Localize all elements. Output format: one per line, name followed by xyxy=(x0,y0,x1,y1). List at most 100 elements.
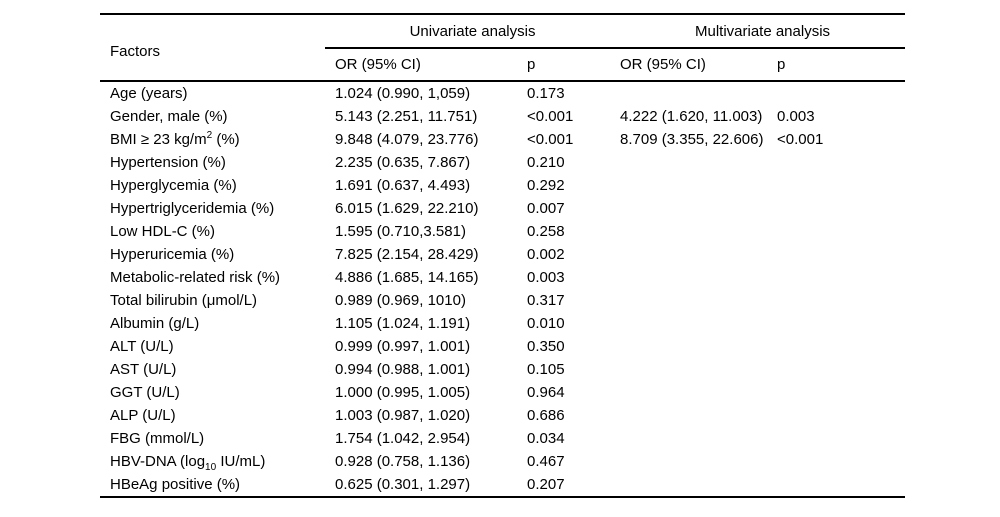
multivariate-p-cell xyxy=(767,427,905,450)
multivariate-or-cell xyxy=(610,243,767,266)
multivariate-p-cell xyxy=(767,151,905,174)
univariate-or-cell: 1.105 (1.024, 1.191) xyxy=(335,315,471,332)
univariate-p-cell: 0.210 xyxy=(527,154,565,171)
factor-cell: Albumin (g/L) xyxy=(110,315,200,332)
multivariate-or-cell xyxy=(610,427,767,450)
univariate-p-cell: 0.207 xyxy=(517,473,611,498)
univariate-p-cell: 0.686 xyxy=(527,407,565,424)
multivariate-or-cell xyxy=(610,289,767,312)
univariate-or-cell: 1.000 (0.995, 1.005) xyxy=(335,384,471,401)
table-row: Hyperglycemia (%) 1.691 (0.637, 4.493) 0… xyxy=(100,174,905,197)
factor-cell: Total bilirubin (μmol/L) xyxy=(110,292,258,309)
multivariate-or-cell xyxy=(610,381,767,404)
multivariate-or-cell xyxy=(610,473,768,498)
multivariate-p-cell xyxy=(767,404,905,427)
factor-cell: ALP (U/L) xyxy=(110,407,176,424)
univariate-or-cell: 1.691 (0.637, 4.493) xyxy=(335,177,471,194)
table-row: AST (U/L) 0.994 (0.988, 1.001) 0.105 xyxy=(100,358,905,381)
multivariate-or-cell xyxy=(610,220,767,243)
multivariate-p-cell xyxy=(767,473,906,498)
multivariate-p-header: p xyxy=(767,48,906,82)
multivariate-p-cell xyxy=(767,220,905,243)
multivariate-p-cell xyxy=(767,381,905,404)
univariate-p-cell: 0.105 xyxy=(527,361,565,378)
multivariate-p-cell xyxy=(767,197,905,220)
univariate-p-cell: 0.010 xyxy=(527,315,565,332)
table-row: BMI ≥ 23 kg/m2 (%) 9.848 (4.079, 23.776)… xyxy=(100,128,905,151)
multivariate-or-cell: 8.709 (3.355, 22.606) xyxy=(620,131,764,148)
multivariate-p-cell: <0.001 xyxy=(777,131,824,148)
factor-cell: ALT (U/L) xyxy=(110,338,174,355)
multivariate-p-cell: 0.003 xyxy=(777,108,815,125)
factor-cell: Hypertension (%) xyxy=(110,154,226,171)
multivariate-or-cell xyxy=(610,358,767,381)
univariate-p-cell: 0.467 xyxy=(527,453,565,470)
factor-cell: HBeAg positive (%) xyxy=(100,473,325,498)
table-body: Age (years) 1.024 (0.990, 1,059) 0.173 G… xyxy=(100,81,906,498)
factor-cell: Hyperglycemia (%) xyxy=(110,177,237,194)
factor-cell: Hypertriglyceridemia (%) xyxy=(110,200,275,217)
factor-cell: FBG (mmol/L) xyxy=(110,430,205,447)
table-row: Hyperuricemia (%) 7.825 (2.154, 28.429) … xyxy=(100,243,905,266)
multivariate-p-cell xyxy=(767,289,905,312)
multivariate-p-cell xyxy=(767,243,905,266)
univariate-p-cell: 0.350 xyxy=(527,338,565,355)
univariate-or-cell: 9.848 (4.079, 23.776) xyxy=(335,131,479,148)
table-row: HBeAg positive (%) 0.625 (0.301, 1.297) … xyxy=(100,473,906,498)
univariate-p-cell: <0.001 xyxy=(527,131,574,148)
multivariate-or-cell: 4.222 (1.620, 11.003) xyxy=(620,108,763,125)
multivariate-or-cell xyxy=(610,197,767,220)
factor-cell: Metabolic-related risk (%) xyxy=(110,269,281,286)
univariate-or-cell: 0.928 (0.758, 1.136) xyxy=(335,453,471,470)
analysis-table: Factors Univariate analysis Multivariate… xyxy=(100,13,906,498)
multivariate-p-cell xyxy=(767,266,905,289)
multivariate-or-cell xyxy=(610,151,767,174)
univariate-or-cell: 5.143 (2.251, 11.751) xyxy=(335,108,478,125)
multivariate-p-cell xyxy=(767,335,905,358)
factor-cell: Gender, male (%) xyxy=(110,108,228,125)
multivariate-or-cell xyxy=(610,312,767,335)
table-row: Total bilirubin (μmol/L) 0.989 (0.969, 1… xyxy=(100,289,905,312)
multivariate-analysis-header: Multivariate analysis xyxy=(610,14,906,49)
univariate-or-cell: 1.024 (0.990, 1,059) xyxy=(335,85,471,102)
multivariate-or-cell xyxy=(610,404,767,427)
sub-header-row: OR (95% CI) p OR (95% CI) p xyxy=(100,48,906,82)
univariate-or-cell: 2.235 (0.635, 7.867) xyxy=(335,154,471,171)
univariate-p-cell: 0.002 xyxy=(527,246,565,263)
factor-cell: BMI ≥ 23 kg/m2 (%) xyxy=(110,130,240,149)
table-row: ALT (U/L) 0.999 (0.997, 1.001) 0.350 xyxy=(100,335,905,358)
univariate-analysis-header: Univariate analysis xyxy=(325,14,611,49)
table-row: Gender, male (%) 5.143 (2.251, 11.751) <… xyxy=(100,105,905,128)
multivariate-or-header: OR (95% CI) xyxy=(610,48,768,82)
univariate-p-cell: 0.258 xyxy=(527,223,565,240)
table-row: HBV-DNA (log10 IU/mL) 0.928 (0.758, 1.13… xyxy=(100,450,905,473)
multivariate-p-cell xyxy=(767,358,905,381)
table-row: Low HDL-C (%) 1.595 (0.710,3.581) 0.258 xyxy=(100,220,905,243)
multivariate-or-cell xyxy=(610,174,767,197)
table-row: GGT (U/L) 1.000 (0.995, 1.005) 0.964 xyxy=(100,381,905,404)
univariate-or-cell: 0.999 (0.997, 1.001) xyxy=(335,338,471,355)
univariate-p-cell: 0.007 xyxy=(527,200,565,217)
table-row: Age (years) 1.024 (0.990, 1,059) 0.173 xyxy=(100,81,905,105)
univariate-p-header: p xyxy=(517,48,611,82)
univariate-p-cell: 0.317 xyxy=(527,292,565,309)
univariate-or-cell: 1.003 (0.987, 1.020) xyxy=(335,407,471,424)
univariate-or-cell: 0.989 (0.969, 1010) xyxy=(335,292,466,309)
factor-cell: Low HDL-C (%) xyxy=(110,223,216,240)
univariate-p-cell: 0.964 xyxy=(527,384,565,401)
table-row: ALP (U/L) 1.003 (0.987, 1.020) 0.686 xyxy=(100,404,905,427)
univariate-or-cell: 7.825 (2.154, 28.429) xyxy=(335,246,479,263)
univariate-p-cell: <0.001 xyxy=(527,108,574,125)
table-row: Hypertension (%) 2.235 (0.635, 7.867) 0.… xyxy=(100,151,905,174)
multivariate-p-cell xyxy=(767,81,905,105)
multivariate-or-cell xyxy=(610,450,767,473)
multivariate-p-cell xyxy=(767,450,905,473)
analysis-table-container: Factors Univariate analysis Multivariate… xyxy=(100,13,906,498)
factor-cell: AST (U/L) xyxy=(110,361,177,378)
factor-cell: Age (years) xyxy=(110,85,188,102)
table-row: FBG (mmol/L) 1.754 (1.042, 2.954) 0.034 xyxy=(100,427,905,450)
univariate-or-cell: 1.754 (1.042, 2.954) xyxy=(335,430,471,447)
univariate-p-cell: 0.173 xyxy=(527,85,565,102)
univariate-or-header: OR (95% CI) xyxy=(325,48,517,82)
table-row: Albumin (g/L) 1.105 (1.024, 1.191) 0.010 xyxy=(100,312,905,335)
